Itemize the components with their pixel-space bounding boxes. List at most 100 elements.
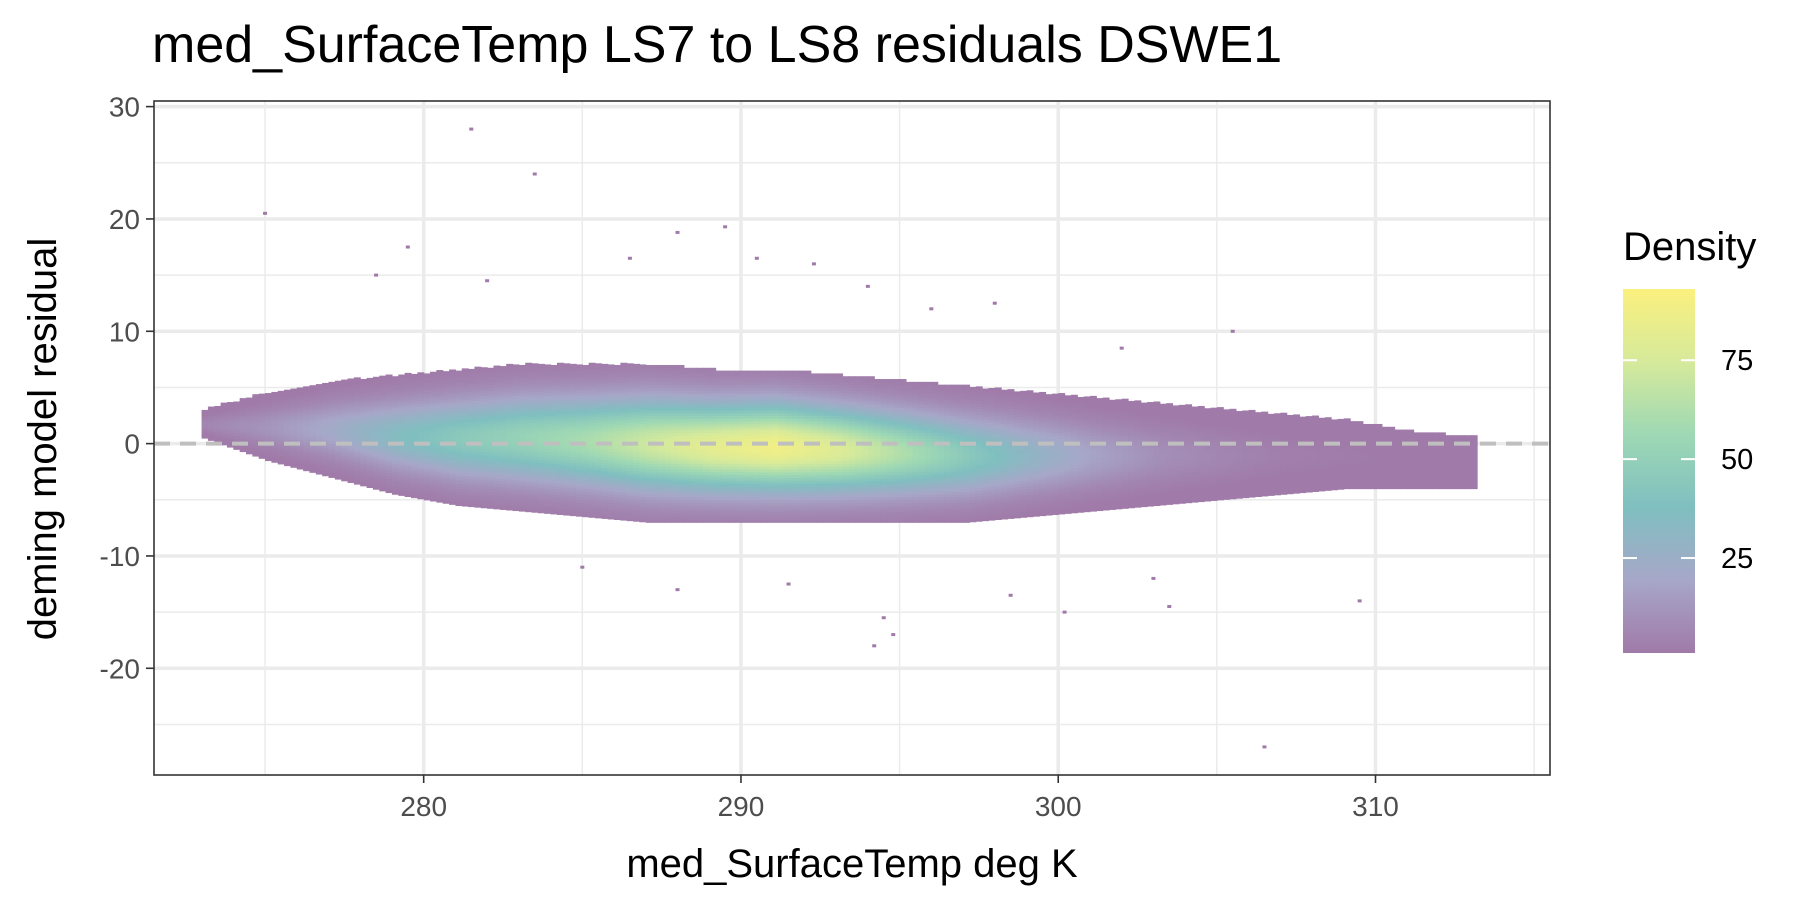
density-bin [569,420,577,424]
density-bin [823,496,831,501]
density-bin [823,482,831,487]
density-bin [487,449,495,453]
density-bin [404,437,412,441]
density-bin [683,519,691,523]
density-bin [753,508,761,512]
density-bin [449,394,457,399]
density-bin [379,485,387,489]
density-bin [855,432,863,436]
density-bin [791,381,799,386]
density-bin [468,470,476,474]
density-bin [614,502,621,506]
density-bin [442,390,450,395]
density-bin [867,421,875,425]
density-bin [886,415,894,419]
density-bin [696,511,704,515]
density-bin [842,519,850,523]
density-bin [398,405,406,409]
density-bin [398,422,406,426]
density-bin [715,496,723,501]
density-bin [455,384,463,389]
density-bin [817,407,825,411]
density-bin [817,435,825,439]
density-bin [480,431,488,436]
density-bin [556,441,564,445]
density-bin [499,489,507,494]
density-bin [645,370,653,375]
density-bin [709,390,717,394]
density-bin [848,454,856,459]
density-bin [785,460,793,464]
density-bin [518,404,526,408]
density-bin [874,443,882,448]
density-bin [874,407,882,411]
density-bin [569,377,577,382]
density-bin [734,460,742,464]
density-bin [779,387,786,391]
density-bin [671,494,679,498]
density-bin [366,470,374,474]
density-bin [614,381,621,386]
density-bin [449,450,457,455]
density-bin [626,391,634,395]
density-bin [569,479,577,483]
density-bin [398,467,406,471]
density-bin [842,480,850,484]
density-bin [759,466,767,470]
density-bin [518,449,526,453]
density-bin [740,438,748,442]
density-bin [347,459,355,464]
density-bin [563,455,571,460]
density-bin [702,435,710,439]
density-bin [785,482,793,487]
density-bin [759,423,767,428]
density-bin [226,413,234,417]
density-bin [588,385,596,389]
density-bin [563,377,571,381]
density-bin [702,491,710,495]
density-bin [734,516,742,521]
density-bin [391,454,399,459]
density-bin [810,387,818,391]
density-bin [246,439,253,444]
density-bin [861,421,869,425]
density-bin [677,482,685,487]
density-bin [525,505,533,510]
density-bin [734,485,742,490]
density-bin [829,398,837,403]
density-bin [404,451,412,455]
density-bin [430,464,437,468]
density-bin [747,463,755,467]
density-bin [372,376,380,381]
density-bin [626,422,634,426]
density-bin [512,504,520,509]
density-bin [296,390,304,394]
density-bin [886,432,894,436]
density-bin [652,435,660,439]
density-bin [639,448,647,453]
density-bin [575,431,583,436]
density-bin [652,488,660,492]
density-bin [702,432,710,436]
density-bin [817,482,825,487]
density-bin [544,367,552,371]
density-bin [525,503,533,507]
density-bin [740,463,748,467]
density-bin [512,459,520,464]
density-bin [449,403,457,407]
density-bin [715,404,723,408]
density-bin [779,457,786,462]
density-bin [614,491,621,495]
density-bin [614,404,621,408]
density-bin [721,463,729,467]
density-bin [677,407,685,411]
density-bin [614,395,621,400]
density-bin [575,445,583,450]
density-bin [639,502,647,506]
density-bin [823,508,831,512]
density-bin [582,435,590,439]
density-bin [379,412,387,416]
density-bin [506,386,514,390]
density-bin [296,429,304,433]
density-bin [823,474,831,478]
